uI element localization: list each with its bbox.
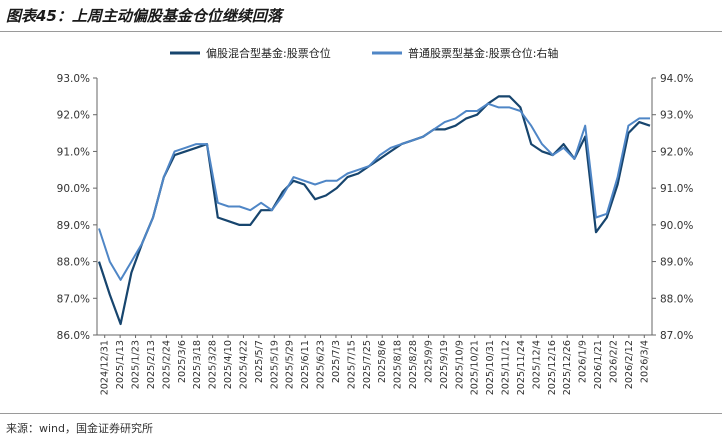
y-right-tick-label: 92.0%	[660, 146, 693, 158]
x-tick-label: 2025/7/25	[362, 340, 373, 389]
x-tick-label: 2026/1/9	[578, 340, 589, 383]
x-tick-label: 2025/5/7	[254, 340, 265, 383]
x-tick-label: 2025/10/31	[485, 340, 496, 395]
x-tick-label: 2025/11/12	[501, 340, 512, 395]
source-note: 来源：wind，国金证券研究所	[6, 422, 154, 435]
x-tick-label: 2025/10/9	[454, 340, 465, 389]
x-tick-label: 2024/12/31	[100, 340, 111, 395]
x-tick-label: 2025/4/10	[223, 340, 234, 389]
y-left-tick-label: 87.0%	[57, 293, 90, 305]
x-tick-label: 2025/2/13	[146, 340, 157, 389]
y-right-tick-label: 93.0%	[660, 110, 693, 122]
x-tick-label: 2026/1/21	[593, 340, 604, 389]
chart-title: 图表45：上周主动偏股基金仓位继续回落	[6, 7, 282, 25]
x-tick-label: 2025/8/6	[377, 340, 388, 383]
series-line-stock-fund	[98, 102, 650, 281]
x-tick-label: 2025/5/29	[285, 340, 296, 389]
line-chart: 偏股混合型基金:股票仓位 普通股票型基金:股票仓位:右轴 86.0% 87.0% 88…	[57, 46, 694, 395]
y-right-tick-label: 89.0%	[660, 257, 693, 269]
source-rule	[0, 413, 722, 414]
y-left-tick-label: 91.0%	[57, 146, 90, 158]
x-tick-label: 2025/4/22	[238, 340, 249, 389]
x-tick-label: 2025/12/26	[562, 340, 573, 395]
title-rule	[0, 31, 722, 32]
x-tick-label: 2025/7/3	[331, 340, 342, 383]
x-tick-label: 2026/3/4	[639, 340, 650, 383]
x-tick-label: 2025/1/13	[115, 340, 126, 389]
legend-label-mixed-fund: 偏股混合型基金:股票仓位	[206, 46, 331, 60]
x-tick-label: 2025/9/9	[423, 340, 434, 383]
x-tick-label: 2025/6/11	[300, 340, 311, 389]
x-tick-label: 2025/12/16	[547, 340, 558, 395]
x-tick-label: 2025/10/21	[470, 340, 481, 395]
series-line-mixed-fund	[97, 95, 651, 326]
x-tick-label: 2025/3/18	[192, 340, 203, 389]
y-left-tick-label: 92.0%	[57, 110, 90, 122]
y-right-tick-label: 90.0%	[660, 220, 693, 232]
x-tick-label: 2025/3/28	[208, 340, 219, 389]
legend-label-stock-fund: 普通股票型基金:股票仓位:右轴	[408, 46, 558, 60]
y-right-tick-label: 94.0%	[660, 73, 693, 85]
x-tick-label: 2025/9/19	[439, 340, 450, 389]
y-right-tick-label: 88.0%	[660, 293, 693, 305]
y-left-tick-label: 89.0%	[57, 220, 90, 232]
x-tick-label: 2025/6/23	[316, 340, 327, 389]
x-tick-label: 2026/2/2	[608, 340, 619, 383]
x-tick-label: 2026/2/12	[624, 340, 635, 389]
x-tick-label: 2025/11/24	[516, 340, 527, 395]
x-tick-label: 2025/2/24	[161, 340, 172, 389]
y-left-tick-label: 88.0%	[57, 257, 90, 269]
legend: 偏股混合型基金:股票仓位 普通股票型基金:股票仓位:右轴	[170, 46, 558, 60]
x-tick-label: 2025/8/18	[393, 340, 404, 389]
y-left-tick-label: 93.0%	[57, 73, 90, 85]
x-tick-label: 2025/12/4	[531, 340, 542, 389]
y-left-tick-label: 90.0%	[57, 183, 90, 195]
x-tick-label: 2025/1/23	[131, 340, 142, 389]
plot-area: 86.0% 87.0% 88.0% 89.0% 90.0% 91.0% 92.0% 93.0%…	[57, 73, 694, 395]
y-left-tick-label: 86.0%	[57, 330, 90, 342]
x-tick-label: 2025/8/28	[408, 340, 419, 389]
x-tick-label: 2025/3/6	[177, 340, 188, 383]
x-tick-label: 2025/5/19	[269, 340, 280, 389]
x-tick-label: 2025/7/15	[346, 340, 357, 389]
y-right-tick-label: 91.0%	[660, 183, 693, 195]
y-right-tick-label: 87.0%	[660, 330, 693, 342]
